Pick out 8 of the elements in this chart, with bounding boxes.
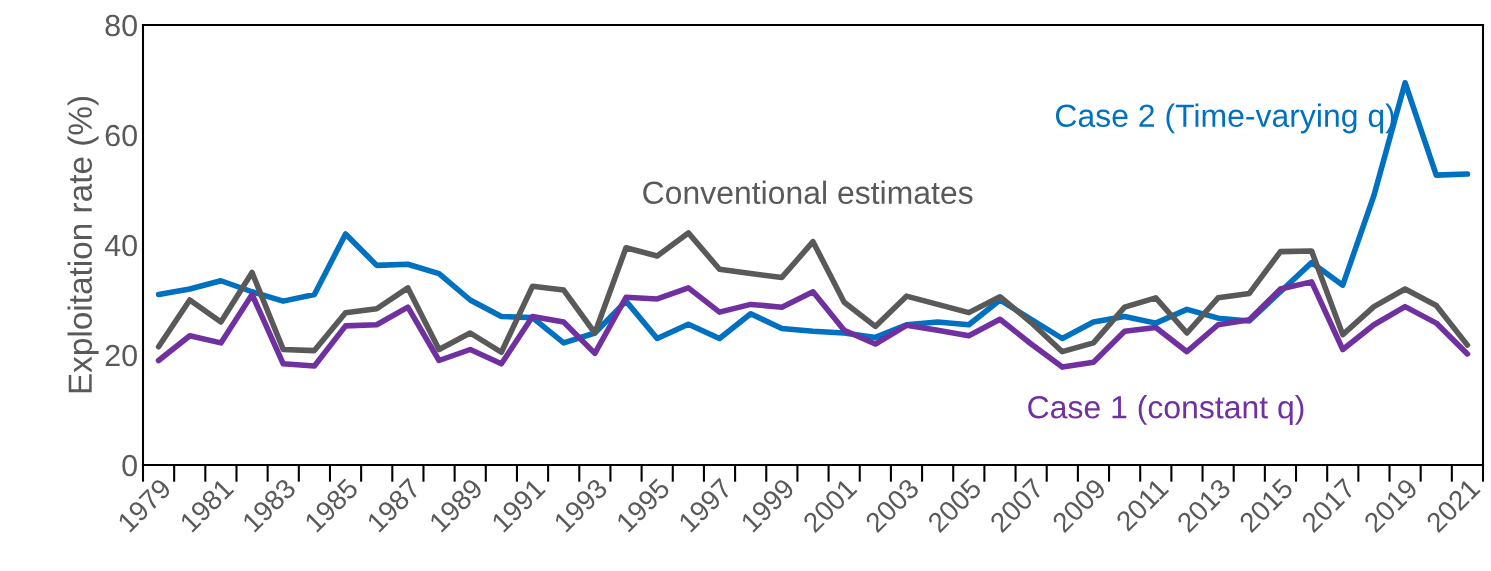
y-tick-label: 80 [105,14,137,37]
y-tick-label: 0 [122,454,137,477]
y-tick-label: 40 [104,234,137,257]
series-label: Case 1 (constant q) [1028,395,1304,425]
y-tick-label: 60 [105,124,137,147]
series-label: Conventional estimates [643,180,973,205]
y-axis-title: Exploitation rate (%) [67,97,99,393]
y-tick-label: 20 [105,344,137,367]
